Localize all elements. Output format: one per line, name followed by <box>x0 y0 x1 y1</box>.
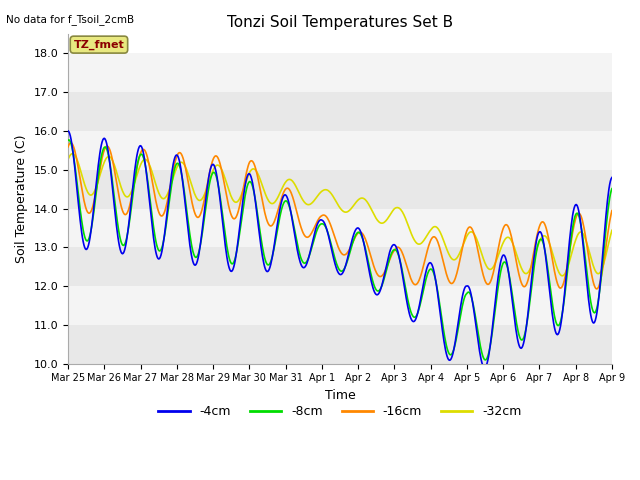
Bar <box>68 325 612 364</box>
Bar <box>68 92 612 131</box>
Bar <box>68 53 612 92</box>
Bar <box>68 247 612 286</box>
Bar <box>68 286 612 325</box>
Title: Tonzi Soil Temperatures Set B: Tonzi Soil Temperatures Set B <box>227 15 453 30</box>
Bar <box>68 170 612 208</box>
Text: TZ_fmet: TZ_fmet <box>74 39 124 50</box>
Legend: -4cm, -8cm, -16cm, -32cm: -4cm, -8cm, -16cm, -32cm <box>154 400 527 423</box>
X-axis label: Time: Time <box>324 389 355 402</box>
Y-axis label: Soil Temperature (C): Soil Temperature (C) <box>15 134 28 263</box>
Text: No data for f_Tsoil_2cmB: No data for f_Tsoil_2cmB <box>6 14 134 25</box>
Bar <box>68 131 612 170</box>
Bar <box>68 208 612 247</box>
